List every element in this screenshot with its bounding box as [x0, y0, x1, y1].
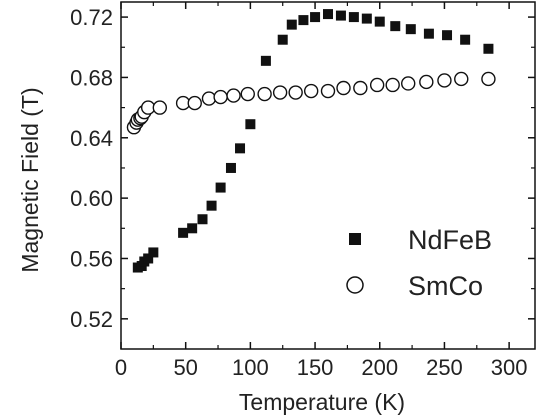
data-point-smco: [353, 80, 368, 96]
data-point-ndfeb: [197, 214, 208, 225]
data-point-ndfeb: [483, 43, 494, 54]
y-tick-label: 0.56: [70, 246, 113, 271]
data-point-ndfeb: [148, 247, 159, 258]
x-tick-label: 300: [491, 355, 528, 380]
legend: NdFeB SmCo: [346, 225, 492, 301]
data-point-smco: [187, 95, 202, 111]
data-point-ndfeb: [245, 119, 256, 130]
y-axis-ticks: 0.52 0.56 0.60 0.64 0.68 0.72: [70, 5, 535, 332]
y-tick-label: 0.68: [70, 65, 113, 90]
data-point-ndfeb: [460, 34, 471, 45]
legend-marker-ndfeb: [349, 233, 361, 245]
data-point-smco: [320, 83, 336, 99]
data-point-ndfeb: [348, 12, 359, 23]
legend-label-ndfeb: NdFeB: [408, 225, 492, 255]
series-smco: [126, 71, 496, 135]
x-tick-label: 0: [115, 355, 127, 380]
data-point-ndfeb: [335, 10, 346, 21]
data-point-ndfeb: [260, 55, 271, 66]
data-point-smco: [481, 71, 496, 87]
x-tick-label: 100: [232, 355, 269, 380]
x-tick-label: 50: [173, 355, 197, 380]
data-point-ndfeb: [277, 34, 288, 45]
y-tick-label: 0.72: [70, 5, 113, 30]
data-point-ndfeb: [215, 182, 226, 193]
data-point-smco: [369, 77, 385, 93]
data-point-ndfeb: [442, 30, 453, 41]
data-point-smco: [385, 77, 400, 93]
x-axis-label: Temperature (K): [239, 389, 405, 415]
series-ndfeb: [132, 9, 494, 273]
legend-marker-smco: [346, 276, 364, 294]
data-point-smco: [201, 91, 217, 106]
data-point-ndfeb: [390, 21, 401, 32]
data-point-smco: [288, 85, 303, 100]
legend-item-smco: SmCo: [346, 271, 483, 301]
data-point-smco: [454, 71, 469, 87]
legend-item-ndfeb: NdFeB: [349, 225, 492, 255]
data-point-smco: [303, 83, 319, 99]
x-tick-label: 200: [361, 355, 398, 380]
data-point-ndfeb: [235, 143, 246, 154]
x-tick-label: 150: [297, 355, 334, 380]
data-point-smco: [257, 86, 272, 102]
data-point-smco: [437, 73, 452, 88]
data-point-ndfeb: [298, 15, 309, 26]
data-point-ndfeb: [323, 9, 333, 20]
data-point-ndfeb: [178, 227, 189, 238]
data-point-smco: [226, 88, 241, 103]
data-point-ndfeb: [405, 24, 416, 35]
data-point-ndfeb: [206, 200, 217, 211]
x-tick-label: 250: [426, 355, 463, 380]
legend-label-smco: SmCo: [408, 271, 483, 301]
data-point-ndfeb: [423, 28, 434, 39]
plot-border: [120, 1, 536, 350]
data-point-smco: [213, 89, 228, 105]
data-point-smco: [272, 85, 288, 100]
data-point-ndfeb: [286, 19, 297, 30]
data-point-ndfeb: [225, 162, 236, 173]
y-axis-label: Magnetic Field (T): [17, 87, 43, 272]
x-axis-ticks: 0 50 100 150 200 250 300: [115, 2, 528, 380]
data-point-smco: [152, 100, 168, 115]
data-point-smco: [336, 80, 351, 96]
data-point-ndfeb: [374, 16, 385, 27]
data-point-ndfeb: [143, 253, 154, 264]
plot-area-frame: [120, 1, 536, 350]
series-layer: [126, 9, 496, 273]
data-point-ndfeb: [310, 12, 321, 23]
data-point-ndfeb: [187, 223, 198, 234]
y-tick-label: 0.60: [70, 186, 113, 211]
data-point-smco: [240, 86, 255, 102]
y-tick-label: 0.64: [70, 126, 113, 151]
data-point-smco: [401, 76, 416, 91]
data-point-ndfeb: [361, 13, 372, 24]
y-tick-label: 0.52: [70, 307, 113, 332]
data-point-smco: [419, 74, 434, 90]
